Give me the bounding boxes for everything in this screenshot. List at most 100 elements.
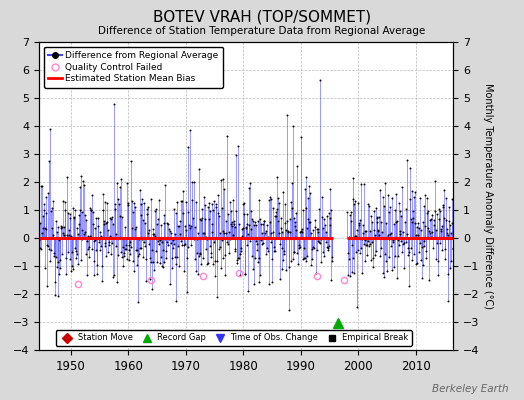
Point (113, 180, 122, 186)
Point (439, 204, 447, 210)
Point (234, 142, 242, 149)
Point (344, 272, 353, 278)
Point (364, 238, 372, 244)
Point (351, 197, 359, 204)
Point (156, 237, 165, 243)
Point (202, 261, 211, 267)
Point (146, 254, 154, 261)
Point (298, 226, 307, 232)
Point (352, 233, 360, 239)
Point (143, 211, 151, 217)
Point (128, 225, 136, 232)
Point (108, 240, 116, 246)
Point (183, 244, 192, 250)
Point (439, 202, 447, 208)
Point (383, 267, 391, 274)
Point (393, 275, 401, 282)
Point (70, 214, 78, 220)
Point (381, 258, 390, 264)
Point (208, 229, 216, 236)
Point (346, 218, 355, 225)
Point (169, 244, 177, 251)
Point (85, 233, 94, 239)
Point (434, 272, 442, 279)
Text: Difference of Station Temperature Data from Regional Average: Difference of Station Temperature Data f… (99, 26, 425, 36)
Point (363, 252, 372, 258)
Point (55, 271, 63, 277)
Point (422, 255, 431, 261)
Point (195, 249, 204, 256)
Point (220, 230, 228, 236)
Point (152, 259, 161, 266)
Point (96, 247, 104, 254)
Point (287, 258, 296, 264)
Point (310, 224, 319, 230)
Point (116, 213, 125, 220)
Point (233, 256, 241, 263)
Point (213, 258, 222, 264)
Point (250, 219, 259, 226)
Point (218, 237, 226, 243)
Point (414, 232, 422, 238)
Point (205, 200, 213, 207)
Point (397, 238, 406, 244)
Point (136, 187, 144, 193)
Point (137, 201, 146, 207)
Point (356, 250, 364, 256)
Point (402, 231, 411, 238)
Point (235, 221, 244, 227)
Point (359, 222, 367, 228)
Point (208, 201, 216, 208)
Point (170, 241, 178, 247)
Point (40, 265, 49, 271)
Point (250, 281, 258, 288)
Point (344, 250, 352, 256)
Point (48, 204, 57, 211)
Point (35, 237, 43, 244)
Point (248, 216, 256, 222)
Point (140, 200, 148, 206)
Point (158, 247, 167, 253)
Point (414, 249, 423, 255)
Point (119, 249, 128, 256)
Point (432, 227, 441, 233)
Point (243, 221, 251, 228)
Point (321, 235, 329, 242)
Point (305, 219, 314, 226)
Point (188, 178, 196, 185)
Point (172, 298, 181, 304)
Point (65, 227, 73, 234)
Point (274, 194, 282, 201)
Point (401, 219, 409, 225)
Point (48, 224, 56, 231)
Point (407, 216, 415, 222)
Point (171, 254, 179, 261)
Point (140, 243, 149, 250)
Point (138, 196, 147, 202)
Point (74, 261, 82, 268)
Point (184, 144, 192, 151)
Point (53, 229, 61, 235)
Point (40, 207, 48, 213)
Point (97, 232, 105, 239)
Point (368, 255, 377, 262)
Point (68, 248, 76, 255)
Point (165, 236, 173, 242)
Point (61, 198, 69, 205)
Point (379, 270, 387, 276)
Point (300, 254, 308, 261)
Point (421, 192, 429, 199)
Point (62, 232, 71, 238)
Point (438, 246, 446, 253)
Point (278, 245, 286, 251)
Point (399, 241, 408, 248)
Point (249, 222, 258, 228)
Point (201, 216, 210, 222)
Point (232, 152, 240, 158)
Point (429, 235, 438, 242)
Point (184, 209, 193, 215)
Point (395, 228, 403, 234)
Point (151, 233, 159, 239)
Point (373, 215, 381, 221)
Point (390, 253, 399, 260)
